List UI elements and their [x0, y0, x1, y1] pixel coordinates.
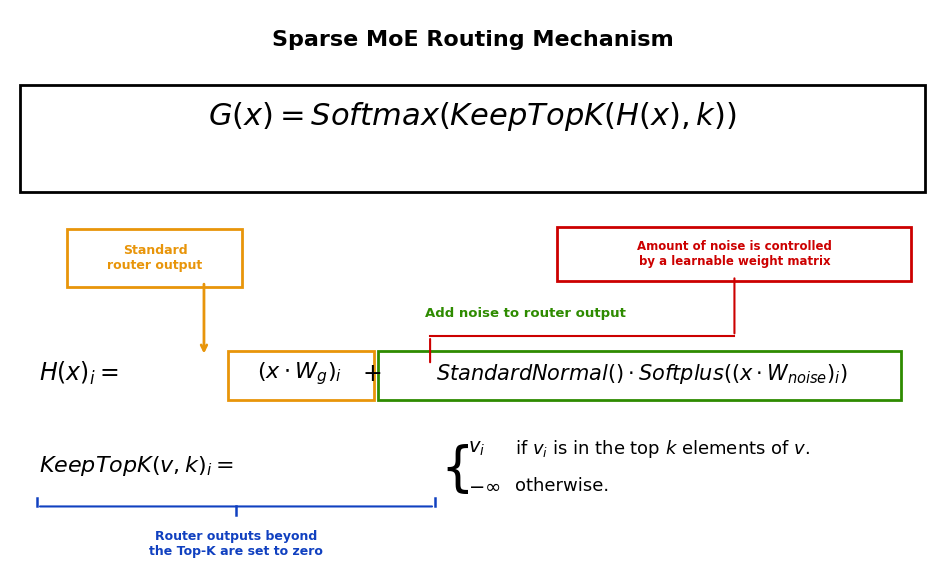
Text: Amount of noise is controlled
by a learnable weight matrix: Amount of noise is controlled by a learn…: [636, 240, 831, 268]
Text: $H(x)_i =$: $H(x)_i =$: [39, 360, 119, 387]
Text: $G(x) = Softmax(KeepTopK(H(x), k))$: $G(x) = Softmax(KeepTopK(H(x), k))$: [208, 100, 736, 133]
Text: $KeepTopK(v,k)_i =$: $KeepTopK(v,k)_i =$: [39, 454, 233, 478]
Text: Add noise to router output: Add noise to router output: [425, 307, 626, 320]
Text: $(x \cdot W_g)_i$: $(x \cdot W_g)_i$: [257, 360, 343, 387]
Text: $v_i$: $v_i$: [467, 439, 484, 458]
Text: otherwise.: otherwise.: [514, 477, 608, 495]
FancyBboxPatch shape: [557, 227, 910, 281]
FancyBboxPatch shape: [20, 85, 924, 192]
Text: $\{$: $\{$: [439, 442, 468, 496]
Text: Router outputs beyond
the Top-K are set to zero: Router outputs beyond the Top-K are set …: [149, 530, 323, 557]
Text: if $v_i$ is in the top $k$ elements of $v.$: if $v_i$ is in the top $k$ elements of $…: [514, 438, 809, 460]
FancyBboxPatch shape: [228, 350, 373, 400]
Text: $StandardNormal() \cdot Softplus((x \cdot W_{noise})_i)$: $StandardNormal() \cdot Softplus((x \cdo…: [436, 362, 847, 386]
Text: $+$: $+$: [362, 362, 380, 386]
Text: $-\infty$: $-\infty$: [467, 477, 499, 496]
Text: Sparse MoE Routing Mechanism: Sparse MoE Routing Mechanism: [271, 30, 673, 50]
FancyBboxPatch shape: [378, 350, 901, 400]
FancyBboxPatch shape: [67, 230, 242, 287]
Text: Standard
router output: Standard router output: [108, 244, 202, 272]
